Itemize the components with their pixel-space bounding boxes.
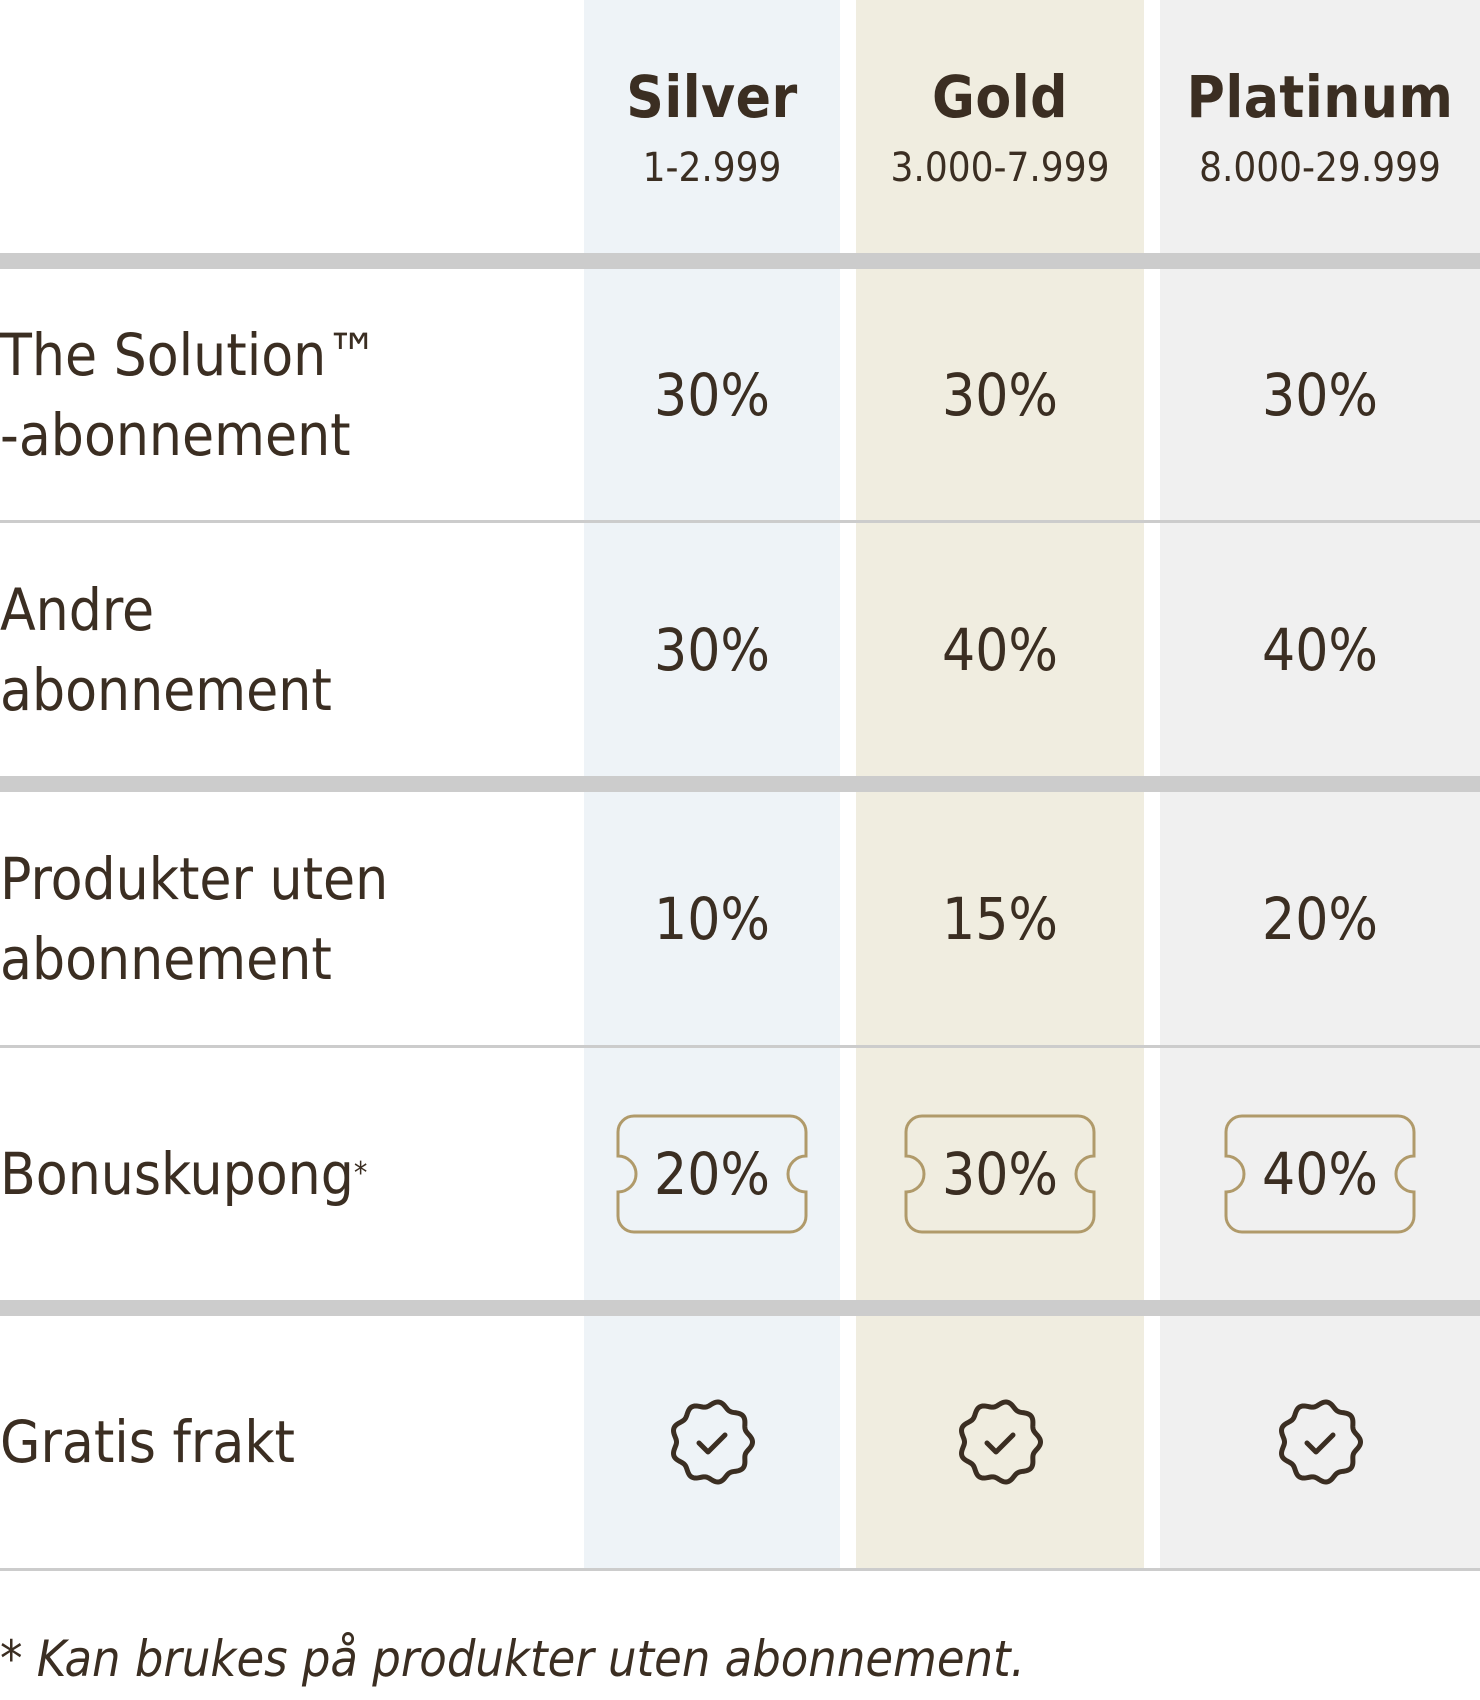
tier-name: Platinum: [1186, 62, 1454, 131]
value-cell: 40%: [942, 615, 1058, 684]
tier-header-gold: Gold 3.000-7.999: [856, 0, 1144, 253]
divider: [0, 776, 1480, 792]
row-label: Andre abonnement: [0, 575, 332, 724]
row-label: Bonuskupong *: [0, 1048, 367, 1300]
check-badge-icon: [1160, 1316, 1480, 1568]
value-cell: 20%: [1262, 884, 1378, 953]
check-badge-icon: [856, 1316, 1144, 1568]
tier-header-platinum: Platinum 8.000-29.999: [1160, 0, 1480, 253]
divider: [0, 1568, 1480, 1571]
check-badge-icon: [584, 1316, 840, 1568]
table-row: Andre abonnement 30% 40% 40%: [0, 523, 1480, 776]
tier-name: Gold: [932, 62, 1068, 131]
tier-range: 8.000-29.999: [1199, 144, 1441, 191]
coupon-icon: 40%: [1224, 1114, 1416, 1234]
divider: [0, 520, 1480, 523]
coupon-cell: 40%: [1160, 1048, 1480, 1300]
coupon-value: 40%: [1262, 1140, 1378, 1208]
table-row: Produkter uten abonnement 10% 15% 20%: [0, 792, 1480, 1045]
value-cell: 30%: [654, 360, 770, 429]
divider: [0, 1300, 1480, 1316]
tier-range: 1-2.999: [642, 144, 782, 191]
value-cell: 30%: [942, 360, 1058, 429]
coupon-icon: 20%: [616, 1114, 808, 1234]
tier-range: 3.000-7.999: [890, 144, 1110, 191]
coupon-cell: 20%: [584, 1048, 840, 1300]
row-label: Gratis frakt: [0, 1408, 295, 1476]
coupon-value: 20%: [654, 1140, 770, 1208]
row-label: Produkter uten abonnement: [0, 844, 389, 993]
footnote: * Kan brukes på produkter uten abonnemen…: [0, 1630, 1025, 1688]
coupon-value: 30%: [942, 1140, 1058, 1208]
coupon-icon: 30%: [904, 1114, 1096, 1234]
table-row: Bonuskupong * 20% 30% 40%: [0, 1048, 1480, 1300]
footnote-marker: *: [353, 1156, 368, 1191]
table-row: Gratis frakt: [0, 1316, 1480, 1568]
row-label-text: Bonuskupong: [0, 1140, 354, 1208]
divider: [0, 1045, 1480, 1048]
value-cell: 40%: [1262, 615, 1378, 684]
value-cell: 30%: [1262, 360, 1378, 429]
tier-name: Silver: [626, 62, 798, 131]
coupon-cell: 30%: [856, 1048, 1144, 1300]
table-row: The Solution™ -abonnement 30% 30% 30%: [0, 269, 1480, 520]
row-label: The Solution™ -abonnement: [0, 320, 379, 469]
tier-header-silver: Silver 1-2.999: [584, 0, 840, 253]
value-cell: 30%: [654, 615, 770, 684]
value-cell: 15%: [942, 884, 1058, 953]
value-cell: 10%: [654, 884, 770, 953]
divider: [0, 253, 1480, 269]
